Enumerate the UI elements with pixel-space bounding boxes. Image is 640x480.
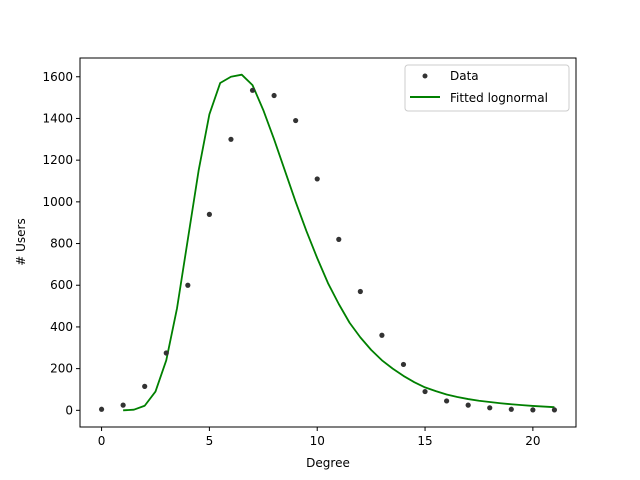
data-point — [98, 406, 105, 412]
y-tick-label: 1000 — [42, 195, 73, 209]
y-axis: 0 200 400 600 800 1000 1200 1400 1600 — [42, 70, 80, 417]
data-point — [271, 92, 277, 99]
data-point — [444, 398, 450, 404]
data-point — [422, 388, 428, 395]
y-tick-label: 1400 — [42, 111, 73, 125]
data-point — [228, 136, 234, 142]
data-point — [120, 402, 126, 408]
data-point — [185, 282, 191, 288]
data-point — [357, 288, 363, 295]
y-tick-label: 800 — [50, 237, 73, 251]
y-tick-label: 1600 — [42, 70, 73, 84]
legend-label-fitted: Fitted lognormal — [450, 91, 548, 105]
plot-frame — [79, 57, 577, 428]
x-tick-label: 5 — [206, 434, 214, 448]
y-axis-label: # Users — [14, 218, 28, 265]
data-point — [530, 407, 536, 413]
data-point — [206, 211, 212, 217]
data-point — [379, 332, 385, 338]
data-point — [249, 87, 256, 93]
data-point — [163, 350, 169, 356]
data-point — [487, 405, 493, 411]
legend: Data Fitted lognormal — [404, 64, 570, 112]
legend-label-data: Data — [450, 69, 479, 83]
y-tick-label: 1200 — [42, 153, 73, 167]
y-tick-label: 600 — [50, 278, 73, 292]
y-tick-label: 200 — [50, 362, 73, 376]
data-point — [142, 383, 148, 389]
data-point — [551, 407, 558, 413]
x-tick-label: 20 — [525, 434, 540, 448]
data-point — [336, 236, 342, 242]
data-point — [400, 361, 407, 368]
x-axis: 0 5 10 15 20 — [98, 427, 541, 448]
y-tick-label: 400 — [50, 320, 73, 334]
x-tick-label: 15 — [417, 434, 432, 448]
x-tick-label: 0 — [98, 434, 106, 448]
legend-marker-data — [422, 73, 428, 79]
data-point — [293, 117, 299, 124]
series-fitted-lognormal-line — [123, 73, 555, 412]
data-point — [314, 176, 320, 182]
data-point — [465, 402, 471, 408]
x-axis-label: Degree — [306, 456, 350, 470]
plot-area — [98, 73, 558, 413]
data-point — [508, 406, 514, 412]
legend-box — [404, 64, 570, 112]
x-tick-label: 10 — [310, 434, 325, 448]
y-tick-label: 0 — [65, 403, 73, 417]
